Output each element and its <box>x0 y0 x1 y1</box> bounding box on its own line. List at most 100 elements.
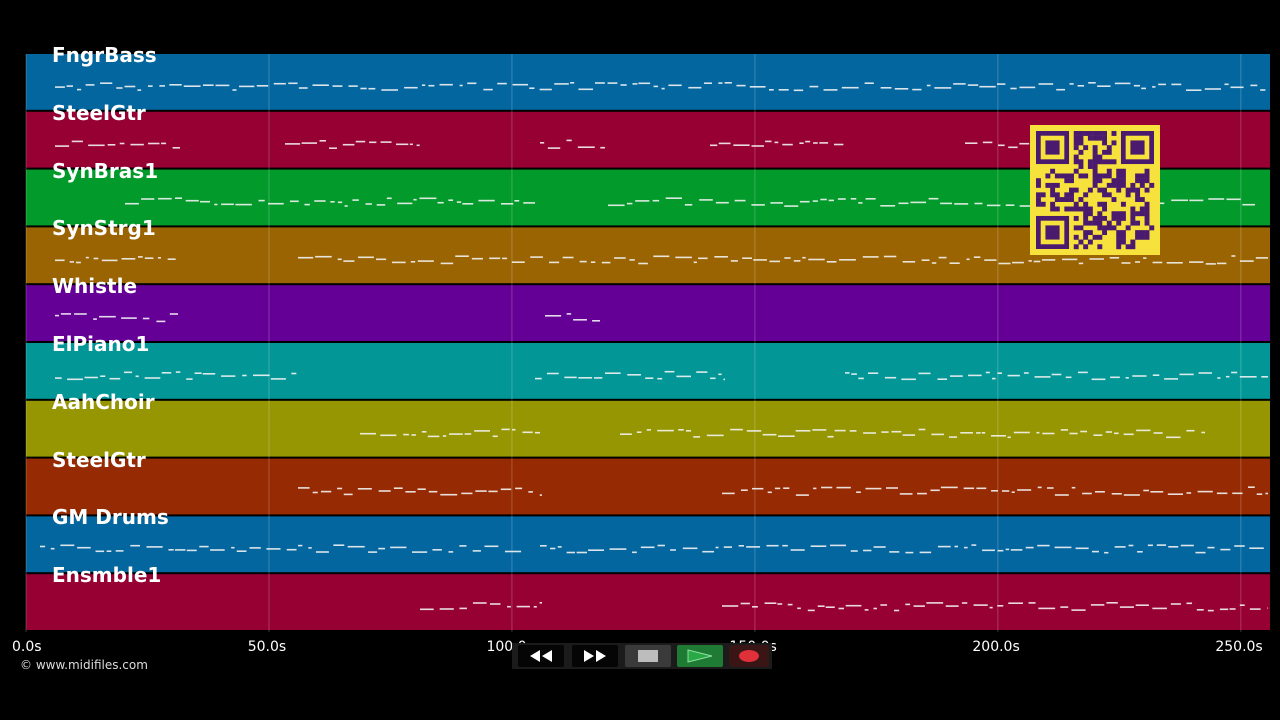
note <box>337 258 342 261</box>
note <box>1069 432 1078 435</box>
fast-forward-button[interactable] <box>572 645 618 667</box>
note <box>590 261 596 263</box>
note <box>665 197 682 199</box>
note <box>1265 492 1269 495</box>
note <box>55 145 70 147</box>
note <box>142 317 150 320</box>
note <box>409 143 413 146</box>
note <box>979 85 996 88</box>
note <box>653 85 659 88</box>
note <box>157 257 161 259</box>
note <box>330 201 335 203</box>
note <box>1141 87 1146 90</box>
note <box>797 607 801 610</box>
note <box>285 143 301 145</box>
note <box>607 82 618 84</box>
note <box>881 431 889 433</box>
note <box>793 89 804 92</box>
note <box>298 487 310 489</box>
note <box>545 315 562 317</box>
note <box>161 142 167 145</box>
note <box>1017 489 1032 491</box>
note <box>333 544 345 546</box>
note <box>146 546 163 548</box>
note <box>1119 606 1134 608</box>
note <box>167 258 176 260</box>
note <box>100 375 106 377</box>
note <box>960 432 973 434</box>
note <box>411 551 428 553</box>
note <box>991 377 996 380</box>
note <box>850 550 858 552</box>
note <box>169 313 179 315</box>
note <box>1152 374 1160 376</box>
note <box>1204 88 1221 90</box>
note <box>360 432 376 435</box>
note <box>186 549 197 552</box>
note <box>961 602 968 604</box>
note <box>1033 260 1041 263</box>
note <box>769 260 781 263</box>
note <box>826 261 837 263</box>
note <box>369 141 377 144</box>
note <box>714 256 728 258</box>
note <box>214 203 218 206</box>
note <box>973 604 988 606</box>
note <box>1231 371 1238 374</box>
note <box>1189 199 1204 202</box>
note <box>1071 609 1086 611</box>
rewind-button[interactable] <box>518 645 564 667</box>
note <box>1114 546 1126 548</box>
note <box>1071 486 1076 489</box>
note <box>437 201 444 204</box>
note <box>766 544 779 547</box>
play-button[interactable] <box>677 645 723 667</box>
note <box>1152 261 1163 264</box>
note <box>830 544 847 547</box>
note <box>489 257 501 260</box>
note <box>1007 436 1011 439</box>
note <box>396 143 409 146</box>
note <box>88 144 105 147</box>
note <box>1168 546 1179 548</box>
note <box>997 605 1004 607</box>
stop-icon <box>638 650 658 662</box>
note <box>1224 83 1229 86</box>
note <box>428 490 438 493</box>
note <box>1121 262 1131 264</box>
note <box>1132 375 1147 377</box>
note <box>940 486 958 489</box>
note <box>1267 607 1269 609</box>
stop-button[interactable] <box>625 645 671 667</box>
note <box>742 257 752 259</box>
note <box>172 147 180 149</box>
note <box>998 144 1005 147</box>
note <box>821 486 833 489</box>
track-lane <box>26 343 1270 399</box>
note <box>668 84 682 87</box>
note <box>427 435 440 438</box>
note <box>808 258 825 261</box>
note <box>410 261 416 263</box>
note <box>138 256 143 258</box>
note <box>661 87 665 90</box>
note <box>1075 547 1089 550</box>
note <box>236 550 247 552</box>
note <box>419 197 437 200</box>
note <box>886 487 899 489</box>
note <box>461 492 473 495</box>
note <box>640 546 655 549</box>
note <box>147 85 153 87</box>
note <box>578 88 594 91</box>
note <box>304 203 310 206</box>
note <box>1091 550 1099 553</box>
note <box>357 488 372 490</box>
note <box>930 489 940 492</box>
note <box>1089 258 1104 260</box>
record-button[interactable] <box>729 645 769 667</box>
note <box>902 434 916 436</box>
note <box>235 203 252 206</box>
note <box>512 83 529 86</box>
note <box>462 203 474 205</box>
note <box>738 545 744 547</box>
